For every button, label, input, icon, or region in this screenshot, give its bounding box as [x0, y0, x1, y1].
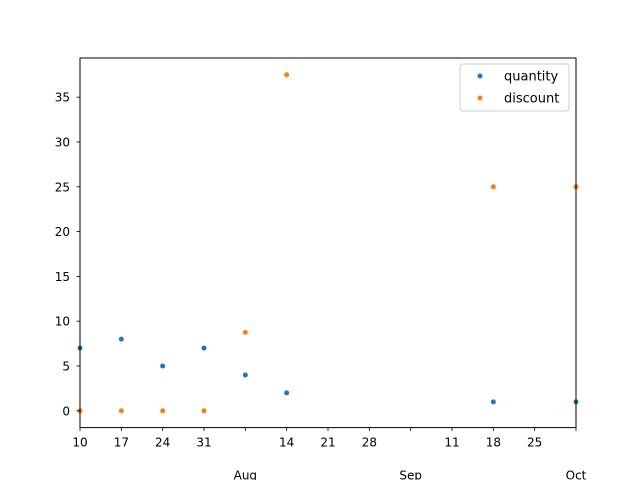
data-point-quantity [118, 336, 124, 342]
x-tick-label: 24 [155, 436, 170, 450]
x-tick-label: 11 [444, 436, 459, 450]
axes-frame [79, 57, 577, 429]
x-tick-label: 10 [72, 436, 87, 450]
x-tick-label: 25 [527, 436, 542, 450]
x-month-label: Aug [234, 469, 257, 480]
x-month-label: Sep [399, 469, 422, 480]
y-tick-label: 15 [55, 270, 70, 284]
data-point-discount [201, 408, 207, 414]
legend-label-discount: discount [504, 92, 559, 107]
data-points [77, 72, 579, 414]
x-tick-label: 14 [279, 436, 294, 450]
y-tick-label: 25 [55, 180, 70, 194]
x-tick-label: 28 [362, 436, 377, 450]
legend-marker-quantity [477, 73, 483, 79]
data-point-quantity [201, 345, 207, 351]
data-point-quantity [490, 399, 496, 405]
y-tick-label: 10 [55, 315, 70, 329]
x-month-label: Oct [566, 469, 587, 480]
data-point-quantity [242, 372, 248, 378]
data-point-quantity [160, 363, 166, 369]
y-tick-label: 5 [62, 360, 70, 374]
x-tick-label: 18 [486, 436, 501, 450]
data-point-discount [160, 408, 166, 414]
y-tick-label: 35 [55, 91, 70, 105]
y-axis: 0 5 10 15 20 25 30 35 [55, 91, 80, 418]
legend-marker-discount [477, 95, 483, 101]
x-tick-label: 31 [196, 436, 211, 450]
y-tick-label: 20 [55, 225, 70, 239]
x-axis: 10 17 24 31 14 21 28 11 18 25 Aug Sep Oct [72, 427, 587, 480]
x-tick-label: 17 [114, 436, 129, 450]
data-point-discount [242, 329, 248, 335]
legend: quantity discount [459, 63, 570, 112]
y-tick-label: 0 [62, 404, 70, 418]
data-point-discount [284, 72, 290, 78]
legend-label-quantity: quantity [504, 70, 559, 85]
x-tick-label: 21 [320, 436, 335, 450]
data-point-discount [490, 184, 496, 190]
data-point-discount [118, 408, 124, 414]
legend-box [459, 63, 570, 112]
data-point-quantity [284, 390, 290, 396]
y-tick-label: 30 [55, 136, 70, 150]
